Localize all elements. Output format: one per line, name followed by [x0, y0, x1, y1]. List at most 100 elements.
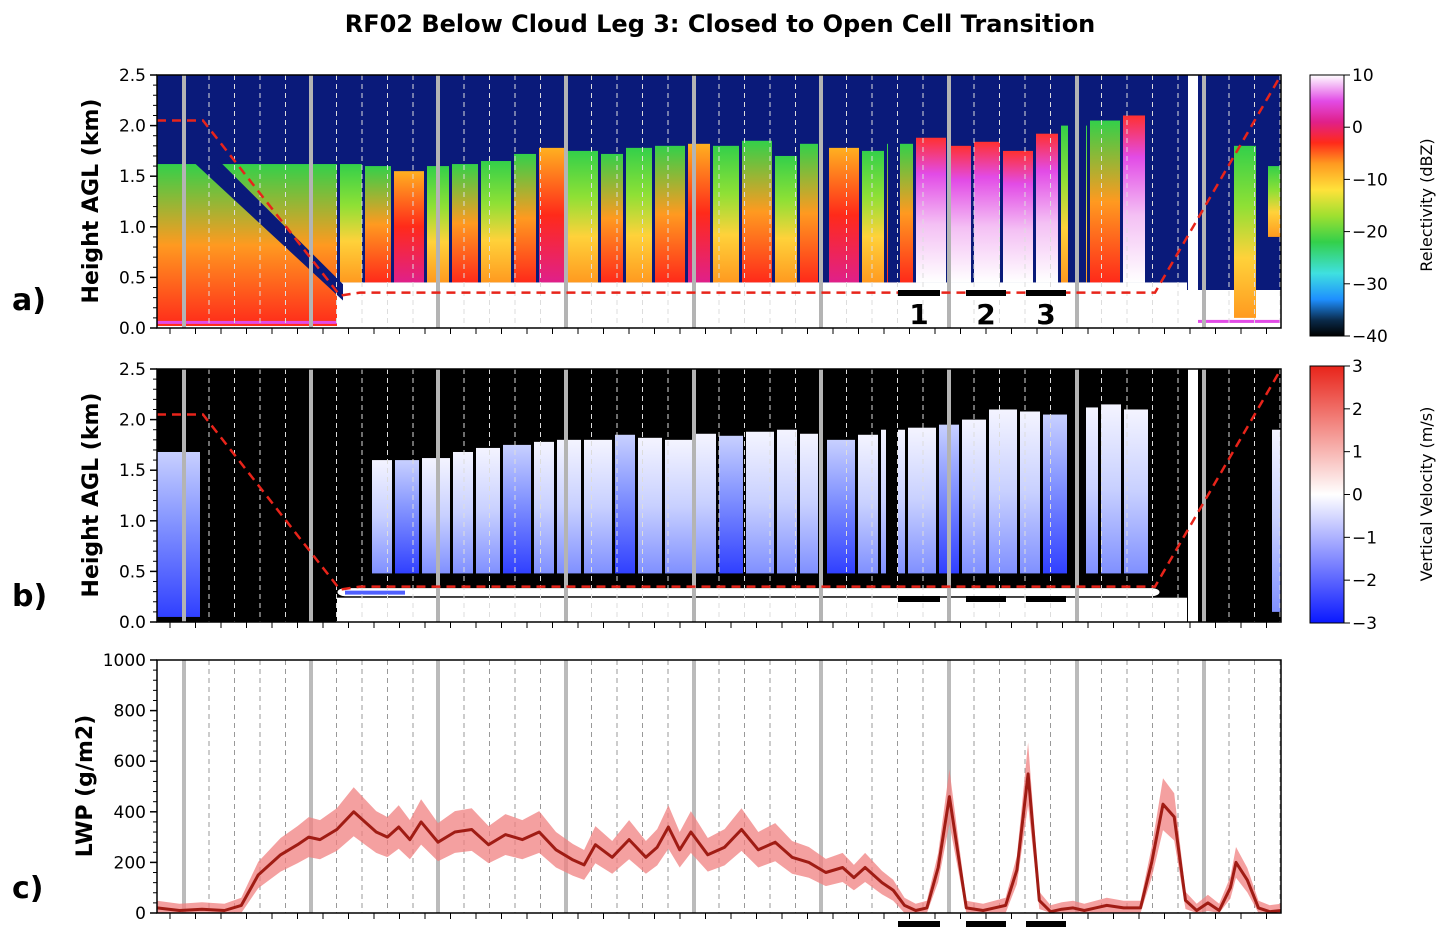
cloud-column: [584, 439, 612, 574]
colorbar-reflectivity-label: Relectivity (dBZ): [1417, 138, 1436, 271]
cloud-gap: [888, 95, 900, 283]
cloud-column: [696, 433, 716, 574]
colorbar-reflectivity-bar: [1309, 74, 1345, 337]
cloud-column: [1268, 166, 1281, 237]
cloud-column: [908, 427, 936, 574]
y-tick-label: 0.5: [119, 562, 146, 582]
cell-number-label: 2: [976, 298, 995, 331]
panel-c-ylabel: LWP (g/m2): [73, 715, 98, 857]
panel-c-letter: c): [12, 871, 44, 906]
cloud-column: [452, 164, 478, 283]
cloud-column: [916, 137, 946, 283]
lwp-series-line: [156, 772, 1282, 914]
panel-a-time-gridlines: [182, 75, 1281, 328]
colorbar-reflectivity: 10 0 −10 −20 −30 −40 Relectivity (dBZ): [1309, 66, 1436, 347]
cloud-column: [372, 460, 392, 574]
panel-a-letter: a): [12, 283, 46, 318]
colorbar-tick-label: −40: [1352, 327, 1388, 347]
cloud-column: [1123, 115, 1145, 283]
panel-a-clouds: [157, 75, 1281, 328]
cloud-column: [719, 435, 743, 574]
cloud-column: [481, 161, 511, 283]
panel-b-clouds: [157, 369, 1281, 622]
panel-c-cell-markers: [898, 921, 1066, 927]
colorbar-tick-label: 10: [1352, 66, 1374, 86]
cell-marker-bar: [966, 596, 1006, 602]
cloud-column: [1234, 145, 1256, 318]
cloud-column: [365, 166, 391, 283]
cloud-column: [394, 171, 424, 283]
cloud-block: [157, 451, 200, 617]
data-gap: [1188, 75, 1198, 328]
colorbar-reflectivity-ticks: 10 0 −10 −20 −30 −40: [1344, 66, 1388, 347]
cloud-column: [1101, 404, 1121, 574]
cloud-column: [827, 439, 855, 574]
y-tick-label: 2.5: [119, 360, 146, 380]
cloud-column: [713, 145, 739, 283]
cloud-column: [534, 441, 554, 574]
cloud-column: [395, 460, 419, 574]
lwp-uncertainty-band: [157, 742, 1281, 913]
colorbar-velocity-bar: [1309, 365, 1345, 624]
cloud-column: [949, 145, 971, 283]
panel-c: 0 200 400 600 800 1000 LWP (g/m2) c): [12, 651, 1282, 927]
cell-marker-bar: [966, 290, 1006, 296]
y-tick-label: 600: [114, 752, 146, 772]
y-tick-label: 400: [114, 803, 146, 823]
cloud-column: [340, 164, 362, 283]
cell-marker-bar: [898, 596, 940, 602]
y-tick-label: 2.5: [119, 66, 146, 86]
cloud-column: [862, 150, 884, 283]
cloud-column: [1090, 120, 1120, 283]
cloud-column: [1036, 133, 1058, 283]
panel-b-x-ticks: [169, 622, 1267, 628]
cell-marker-bar: [898, 290, 940, 296]
panel-c-y-axis: 0 200 400 600 800 1000: [103, 651, 157, 924]
surface-echo: [157, 320, 337, 324]
panel-b-time-gridlines: [182, 369, 1281, 622]
cloud-column: [746, 431, 774, 574]
y-tick-label: 2.0: [119, 117, 146, 137]
colorbar-velocity-label: Vertical Velocity (m/s): [1417, 407, 1436, 582]
surface-echo: [1198, 319, 1281, 323]
cloud-column: [858, 434, 878, 574]
cloud-column: [775, 155, 797, 283]
cell-number-label: 3: [1036, 298, 1055, 331]
panel-a-aircraft-altitude: [157, 74, 1283, 297]
cloud-column: [557, 439, 581, 574]
cloud-column: [1272, 429, 1281, 612]
panel-c-frame: [156, 659, 1282, 914]
panel-a: 1 2 3 0.0 0.5 1.0 1.5 2.0 2.5 Height AGL (km) a…: [12, 66, 1283, 339]
cloud-column: [1020, 411, 1040, 574]
cloud-column: [688, 143, 710, 283]
cloud-column: [989, 409, 1017, 574]
cloud-column: [514, 153, 536, 283]
cloud-column: [1124, 409, 1148, 574]
y-tick-label: 0.0: [119, 613, 146, 633]
colorbar-tick-label: −2: [1352, 571, 1377, 591]
cloud-column: [476, 447, 500, 574]
colorbar-velocity: 3 2 1 0 −1 −2 −3 Vertical Velocity (m/s): [1309, 357, 1436, 634]
colorbar-tick-label: 0: [1352, 118, 1363, 138]
panel-b-letter: b): [12, 579, 47, 614]
colorbar-tick-label: 3: [1352, 357, 1363, 377]
colorbar-velocity-ticks: 3 2 1 0 −1 −2 −3: [1344, 357, 1377, 634]
colorbar-tick-label: −10: [1352, 170, 1388, 190]
cell-marker-bar: [898, 921, 940, 927]
cloud-column: [829, 147, 859, 283]
panel-b-ylabel: Height AGL (km): [79, 393, 104, 598]
colorbar-tick-label: −3: [1352, 614, 1377, 634]
cloud-column: [601, 153, 623, 283]
cloud-column: [626, 147, 652, 283]
cloud-column: [655, 145, 685, 283]
panel-b: 0.0 0.5 1.0 1.5 2.0 2.5 Height AGL (km) b): [12, 360, 1283, 633]
y-tick-label: 800: [114, 702, 146, 722]
cloud-column: [1043, 414, 1067, 574]
panel-a-cell-markers: 1 2 3: [898, 290, 1066, 331]
y-tick-label: 200: [114, 853, 146, 873]
cell-marker-bar: [966, 921, 1006, 927]
panel-b-aircraft-altitude: [157, 368, 1283, 591]
panel-a-x-ticks: [169, 328, 1267, 334]
panel-a-frame: [156, 74, 1282, 329]
cloud-column: [777, 429, 797, 574]
